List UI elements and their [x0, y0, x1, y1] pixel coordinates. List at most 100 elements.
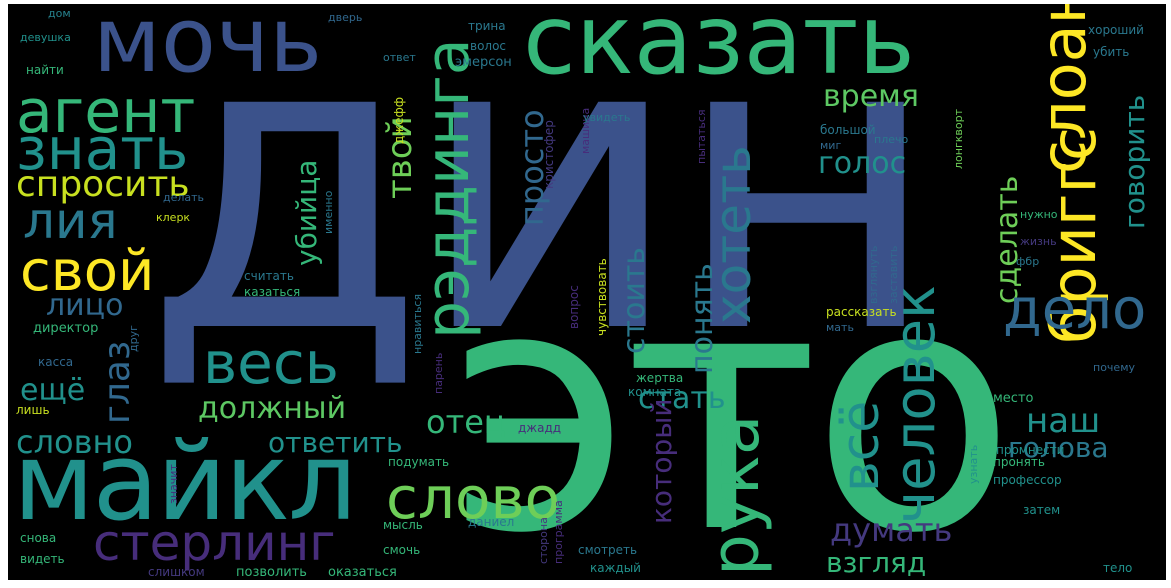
word-chuvstvovat: чувствовать	[595, 258, 609, 336]
word-skazat: сказать	[523, 4, 915, 96]
word-sterling: стерлинг	[93, 514, 336, 572]
word-vzglyanut: взглянуть	[867, 245, 880, 304]
word-drug: друг	[127, 325, 140, 352]
word-delat: делать	[163, 191, 205, 204]
word-podumat: подумать	[388, 455, 450, 469]
word-nravitsya: нравиться	[411, 293, 424, 354]
word-paren: парень	[432, 352, 445, 394]
word-dzheff: джефф	[392, 96, 406, 144]
word-ruka: рука	[697, 414, 774, 576]
word-pochemu: почему	[1093, 361, 1135, 374]
word-sloan: слоан	[1027, 4, 1100, 174]
word-mysl: мысль	[383, 518, 423, 532]
word-mat: мать	[826, 321, 854, 334]
word-znachit: значит	[167, 464, 180, 504]
word-professor: профессор	[993, 473, 1062, 487]
word-golos: голос	[818, 146, 907, 181]
word-telo: тело	[1103, 561, 1133, 575]
word-pytatsya: пытаться	[695, 109, 708, 164]
word-otvet: ответ	[383, 51, 416, 64]
word-uznat: узнать	[967, 444, 980, 484]
word-liya: лия	[23, 192, 118, 250]
word-bolshoi: большой	[820, 123, 876, 137]
word-ves: весь	[203, 329, 339, 397]
word-vse: всё	[831, 400, 891, 492]
word-delo: дело	[1003, 277, 1147, 342]
word-znat: знать	[16, 115, 189, 183]
word-vremya: время	[823, 79, 919, 114]
word-storona: сторона	[537, 517, 550, 564]
word-mesto: место	[993, 391, 1034, 406]
word-mig: миг	[820, 139, 842, 152]
word-kotoryi: который	[645, 398, 678, 524]
word-zastavit: заставить	[887, 245, 900, 304]
word-imenno: именно	[322, 190, 335, 234]
word-longkvort: лонгкворт	[952, 109, 965, 169]
word-chelovek: человек	[883, 285, 948, 524]
word-agent: агент	[16, 77, 196, 147]
word-slovno: словно	[16, 423, 133, 461]
word-kristofer: кристофер	[542, 120, 556, 189]
word-snova: снова	[20, 531, 57, 545]
word-dver: дверь	[328, 11, 363, 24]
word-ponyat: понять	[685, 263, 720, 374]
word-vopros: вопрос	[567, 285, 581, 329]
word-ubit: убить	[1093, 45, 1130, 59]
word-kassa: касса	[38, 355, 74, 369]
word-pronyat: пронять	[993, 455, 1045, 469]
word-glaz: глаз	[97, 340, 138, 424]
word-kazhdyi: каждый	[590, 561, 641, 575]
word-golova: голова	[1008, 431, 1109, 464]
word-pozvolit: позволить	[236, 565, 307, 580]
word-emerson: эмерсон	[455, 55, 512, 70]
word-cloud: дин это сказать мочь майкл агент знать с…	[8, 4, 1166, 580]
word-nash: наш	[1026, 401, 1101, 441]
word-ubiitsa: убийца	[290, 159, 323, 266]
word-svoi: свой	[20, 239, 155, 304]
word-fbr: фбр	[1016, 255, 1040, 268]
word-stoit: стоить	[617, 247, 652, 354]
word-devushka: девушка	[20, 31, 71, 44]
word-promnesti: промнести	[996, 443, 1065, 457]
word-videt: видеть	[20, 552, 65, 566]
word-dumat: думать	[830, 511, 953, 549]
word-otets: отец	[426, 403, 506, 441]
word-komnata: комната	[628, 385, 682, 399]
word-dolzhnyi: должный	[198, 391, 347, 426]
word-naiti: найти	[26, 63, 64, 77]
word-programma: программа	[552, 500, 565, 564]
word-trina: трина	[468, 19, 506, 33]
word-schitat: считать	[244, 269, 294, 283]
word-litso: лицо	[46, 288, 124, 323]
word-din: дин	[143, 4, 941, 423]
word-klerk: клерк	[156, 211, 191, 224]
word-volos: волос	[470, 39, 507, 53]
word-zhertva: жертва	[636, 371, 684, 385]
word-otvetit: ответить	[268, 426, 403, 459]
word-zhizn: жизнь	[1020, 235, 1057, 248]
word-uvidet: увидеть	[583, 111, 631, 124]
word-daniel: даниел	[468, 515, 515, 529]
word-moch: мочь	[93, 4, 323, 93]
word-slishkom: слишком	[148, 565, 205, 579]
word-dom: дом	[48, 7, 71, 20]
word-eto: это	[448, 217, 1016, 580]
word-slovo: слово	[386, 464, 561, 532]
word-ottsa: ещё	[20, 373, 86, 408]
word-kazatsya: казаться	[244, 285, 301, 299]
word-khoroshii: хороший	[1088, 23, 1144, 37]
word-sprosit: спросить	[16, 164, 190, 205]
word-dzhadd: джадд	[518, 421, 562, 435]
word-rasskazat: рассказать	[826, 305, 897, 319]
word-vzglyad: взгляд	[826, 546, 927, 579]
word-zatem: затем	[1023, 503, 1061, 517]
word-plecho: плечо	[874, 133, 909, 146]
word-okazatsya: оказаться	[328, 565, 397, 580]
word-direktor: директор	[33, 321, 99, 336]
word-maikl: майкл	[13, 420, 357, 545]
word-govorit: говорить	[1118, 94, 1151, 229]
word-stat: стать	[638, 381, 726, 416]
word-smotret: смотреть	[578, 543, 638, 557]
word-nuzhno: нужно	[1020, 208, 1058, 221]
word-reddinga: рэддинга	[413, 38, 483, 340]
